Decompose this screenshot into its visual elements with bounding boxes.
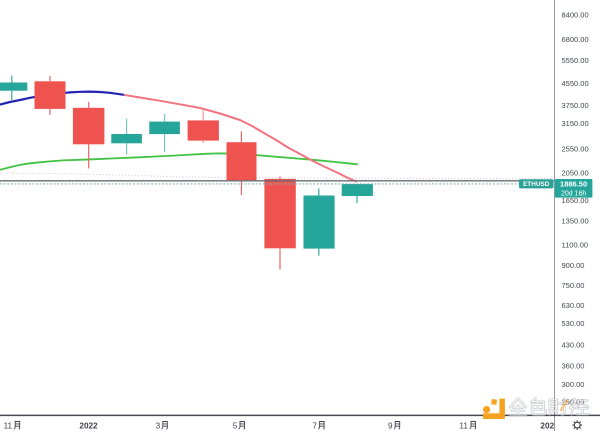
svg-text:7: 7 <box>312 422 317 431</box>
svg-text:1650.00: 1650.00 <box>562 196 589 205</box>
svg-text:2023: 2023 <box>540 422 559 431</box>
svg-text:1350.00: 1350.00 <box>562 217 589 226</box>
svg-text:900.00: 900.00 <box>562 261 585 270</box>
svg-text:2022: 2022 <box>79 422 98 431</box>
svg-text:1100.00: 1100.00 <box>562 241 589 250</box>
svg-text:2050.00: 2050.00 <box>562 169 589 178</box>
svg-text:630.00: 630.00 <box>562 301 585 310</box>
svg-text:ETHUSD: ETHUSD <box>523 181 550 188</box>
svg-text:360.00: 360.00 <box>562 362 585 371</box>
svg-text:530.00: 530.00 <box>562 319 585 328</box>
svg-text:3: 3 <box>156 422 161 431</box>
svg-text:3750.00: 3750.00 <box>562 101 589 110</box>
svg-text:5550.00: 5550.00 <box>562 56 589 65</box>
svg-text:20d 16h: 20d 16h <box>561 191 586 198</box>
svg-text:11: 11 <box>4 422 13 431</box>
svg-text:8400.00: 8400.00 <box>562 11 589 20</box>
svg-text:1886.50: 1886.50 <box>560 180 587 189</box>
svg-text:300.00: 300.00 <box>562 380 585 389</box>
svg-text:430.00: 430.00 <box>562 341 585 350</box>
svg-text:750.00: 750.00 <box>562 281 585 290</box>
svg-text:4550.00: 4550.00 <box>562 79 589 88</box>
svg-text:6800.00: 6800.00 <box>562 35 589 44</box>
svg-text:3150.00: 3150.00 <box>562 119 589 128</box>
svg-text:11: 11 <box>459 422 468 431</box>
svg-text:5: 5 <box>233 422 238 431</box>
svg-text:2550.00: 2550.00 <box>562 145 589 154</box>
svg-text:9: 9 <box>388 422 393 431</box>
